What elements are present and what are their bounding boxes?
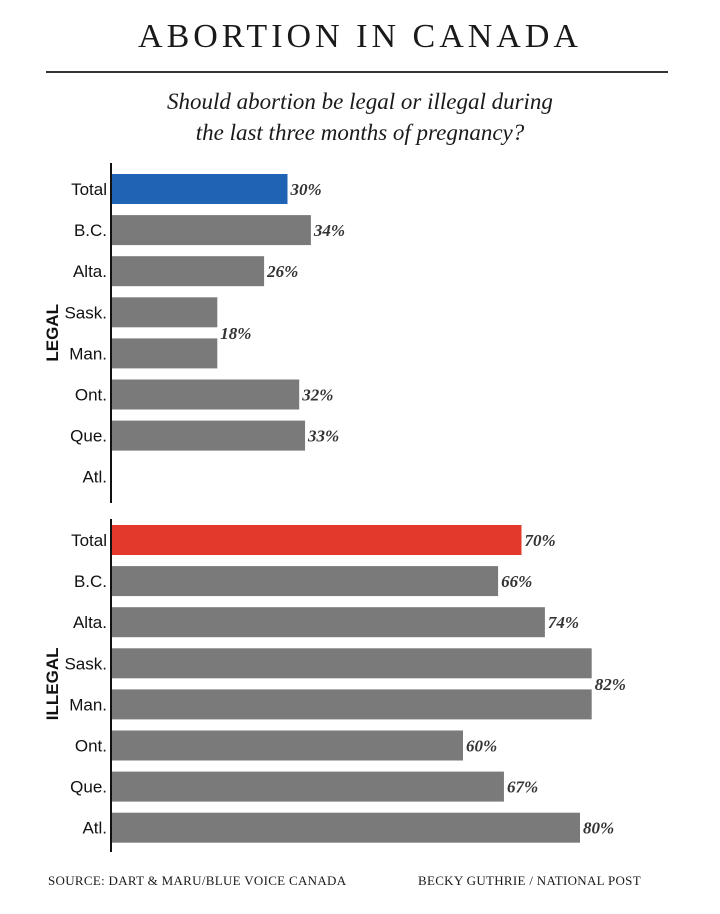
legal-bar [112, 420, 306, 451]
legal-bar [112, 338, 218, 369]
illegal-bar [112, 566, 499, 597]
title-rule [46, 71, 668, 73]
illegal-bar [112, 607, 545, 638]
legal-value-label: 34% [313, 221, 345, 240]
illegal-category-label: Man. [69, 695, 107, 714]
illegal-value-label: 74% [548, 613, 579, 632]
legal-value-label: 30% [290, 180, 322, 199]
legal-bar [112, 256, 265, 287]
illegal-bar [112, 648, 592, 679]
illegal-category-label: Sask. [64, 654, 107, 673]
legal-bar [112, 297, 218, 328]
legal-category-label: Sask. [64, 303, 107, 322]
illegal-category-label: Ont. [75, 737, 107, 756]
illegal-category-label: Atl. [82, 819, 107, 838]
chart-subtitle: Should abortion be legal or illegal duri… [0, 86, 720, 148]
illegal-category-label: Que. [70, 778, 107, 797]
illegal-merged-value-label: 82% [595, 675, 626, 694]
legal-category-label: B.C. [74, 221, 107, 240]
legal-group-label: LEGAL [43, 304, 62, 362]
legal-value-label: 33% [307, 427, 339, 446]
legal-bar [112, 379, 300, 410]
illegal-bar [112, 689, 592, 720]
legal-bar [112, 215, 311, 246]
legal-category-label: Alta. [73, 262, 107, 281]
chart-title: ABORTION IN CANADA [138, 18, 582, 55]
legal-category-label: Atl. [82, 468, 107, 487]
legal-bar [112, 174, 288, 204]
illegal-category-label: Total [71, 531, 107, 550]
legal-category-label: Man. [69, 344, 107, 363]
illegal-bar [112, 771, 504, 802]
illegal-group-label: ILLEGAL [43, 647, 62, 720]
illegal-value-label: 67% [507, 778, 538, 797]
source-note: SOURCE: DART & MARU/BLUE VOICE CANADA [48, 873, 347, 888]
illegal-value-label: 70% [525, 531, 556, 550]
legal-category-label: Ont. [75, 386, 107, 405]
illegal-bar [112, 812, 580, 843]
illegal-value-label: 60% [466, 737, 497, 756]
illegal-bar [112, 525, 522, 555]
legal-category-label: Total [71, 180, 107, 199]
illegal-value-label: 80% [583, 819, 614, 838]
illegal-category-label: Alta. [73, 613, 107, 632]
credit-note: BECKY GUTHRIE / NATIONAL POST [418, 873, 641, 888]
illegal-category-label: B.C. [74, 572, 107, 591]
illegal-bar [112, 730, 463, 761]
subtitle-line-2: the last three months of pregnancy? [195, 120, 525, 145]
subtitle-line-1: Should abortion be legal or illegal duri… [167, 89, 553, 114]
legal-merged-value-label: 18% [220, 324, 251, 343]
legal-category-label: Que. [70, 427, 107, 446]
illegal-value-label: 66% [501, 572, 532, 591]
legal-value-label: 32% [301, 386, 333, 405]
legal-value-label: 26% [266, 262, 298, 281]
